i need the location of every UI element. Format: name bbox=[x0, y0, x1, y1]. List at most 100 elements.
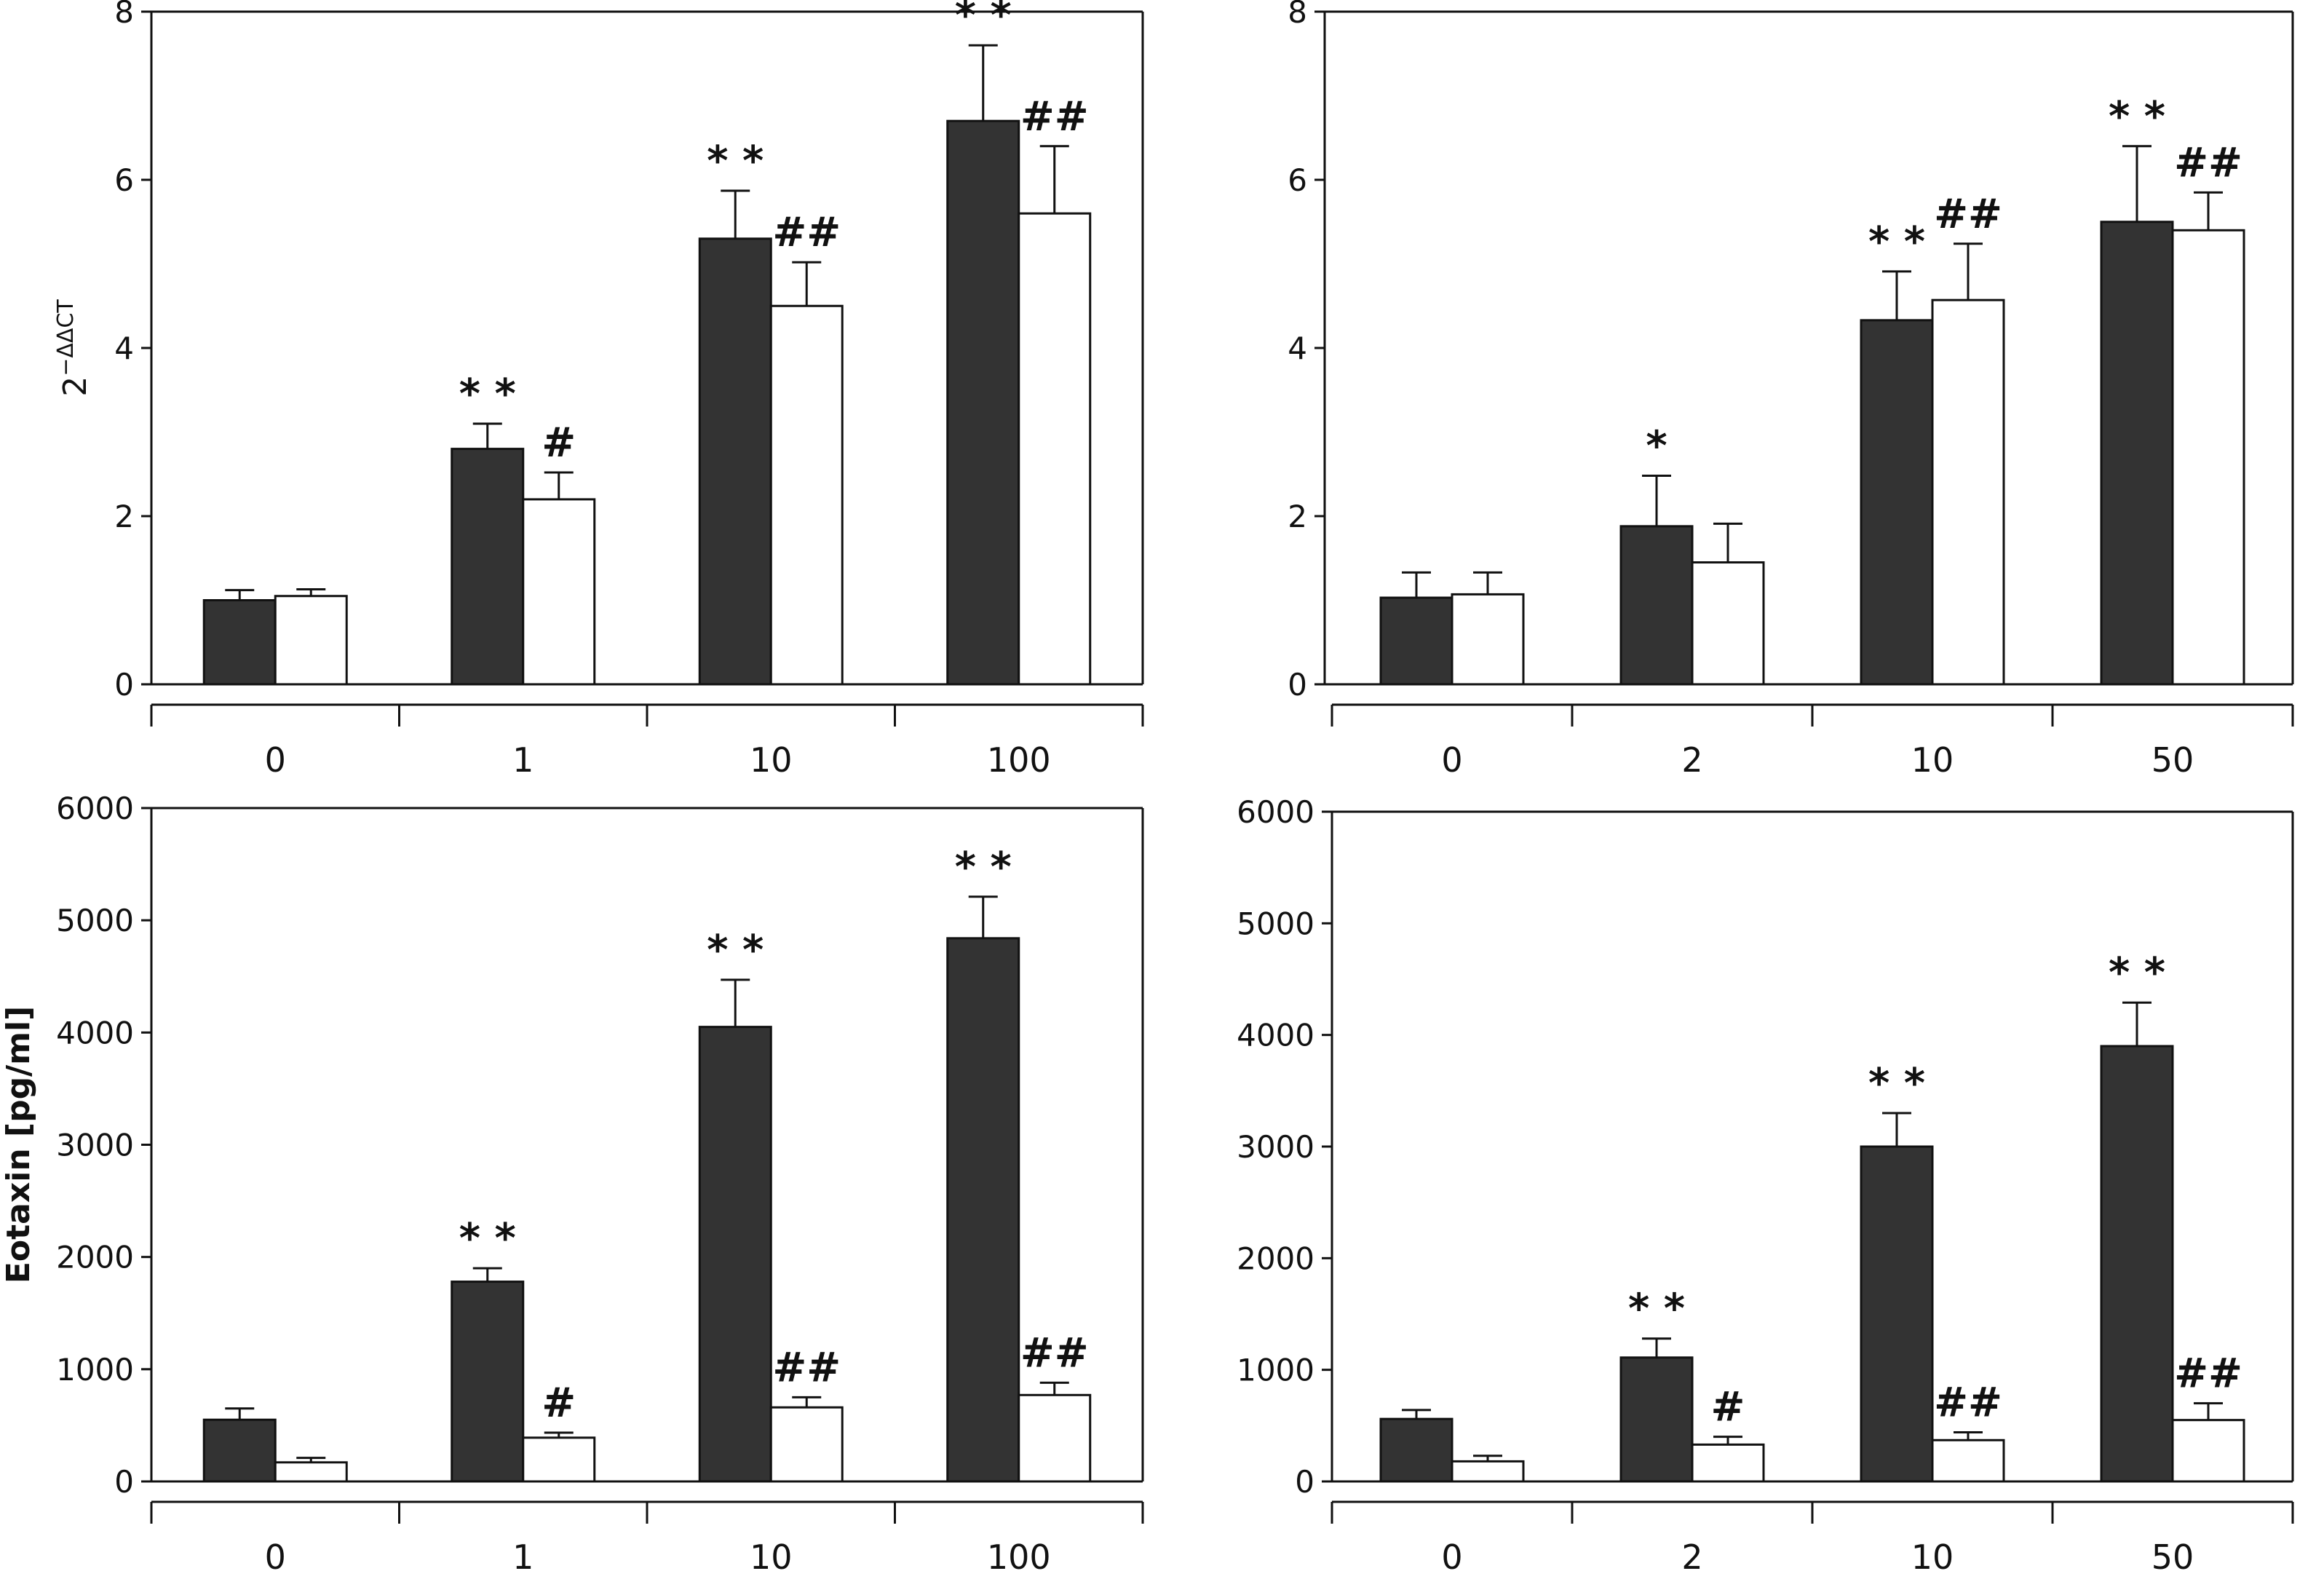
y-tick-label: 8 bbox=[1288, 0, 1307, 30]
bar-dark-10 bbox=[1860, 319, 1934, 686]
significance-marker: * bbox=[1646, 423, 1667, 470]
y-tick-label: 2 bbox=[114, 499, 134, 534]
x-category-label: 100 bbox=[987, 1537, 1051, 1577]
significance-marker: ## bbox=[1934, 191, 2002, 238]
x-category-label: 10 bbox=[750, 740, 793, 780]
significance-marker: ## bbox=[1020, 93, 1089, 141]
significance-marker: ## bbox=[1934, 1380, 2002, 1427]
x-category-label: 1 bbox=[512, 740, 534, 780]
y-tick-label: 6 bbox=[1288, 162, 1307, 198]
bar-light-0 bbox=[1451, 593, 1525, 686]
bar-light-100 bbox=[1018, 1393, 1092, 1483]
y-axis-label-base: Eotaxin [pg/ml] bbox=[0, 1006, 37, 1283]
bar-dark-100 bbox=[946, 119, 1020, 686]
x-category-label: 0 bbox=[1441, 740, 1462, 780]
bar-light-1 bbox=[522, 498, 596, 686]
y-tick-label: 4 bbox=[1288, 331, 1307, 366]
y-tick-label: 6000 bbox=[56, 791, 134, 826]
significance-marker: * * bbox=[459, 1215, 516, 1262]
bar-light-0 bbox=[1451, 1460, 1525, 1483]
x-category-label: 2 bbox=[1681, 1537, 1702, 1577]
significance-marker: ## bbox=[2174, 1350, 2242, 1398]
y-tick-label: 2000 bbox=[1237, 1240, 1314, 1276]
bar-light-0 bbox=[274, 1461, 348, 1483]
y-tick-label: 0 bbox=[1288, 667, 1307, 703]
y-axis-label-superscript: −ΔΔCT bbox=[53, 299, 79, 376]
y-tick-label: 3000 bbox=[1237, 1129, 1314, 1165]
significance-marker: # bbox=[542, 419, 576, 467]
significance-marker: * * bbox=[1868, 1060, 1925, 1107]
bar-light-10 bbox=[769, 1406, 844, 1483]
y-tick-label: 3000 bbox=[56, 1128, 134, 1163]
y-tick-label: 8 bbox=[114, 0, 134, 30]
bar-dark-1 bbox=[451, 448, 525, 686]
bar-dark-50 bbox=[2100, 221, 2174, 686]
significance-marker: ## bbox=[2174, 139, 2242, 186]
bar-light-0 bbox=[274, 595, 348, 686]
significance-marker: ## bbox=[1020, 1329, 1089, 1377]
x-category-label: 10 bbox=[1911, 1537, 1954, 1577]
significance-marker: * * bbox=[2109, 93, 2165, 141]
bar-dark-0 bbox=[1379, 596, 1454, 686]
y-tick-label: 5000 bbox=[56, 903, 134, 938]
bar-light-50 bbox=[2171, 229, 2245, 686]
y-tick-label: 0 bbox=[114, 667, 134, 703]
bar-dark-0 bbox=[1379, 1417, 1454, 1483]
y-tick-label: 4 bbox=[114, 331, 134, 366]
x-category-label: 0 bbox=[265, 1537, 286, 1577]
y-tick-label: 1000 bbox=[1237, 1353, 1314, 1388]
bar-dark-100 bbox=[946, 937, 1020, 1483]
x-category-label: 50 bbox=[2152, 740, 2194, 780]
significance-marker: * * bbox=[955, 0, 1012, 39]
y-tick-label: 1000 bbox=[56, 1352, 134, 1388]
significance-marker: * * bbox=[955, 844, 1012, 891]
significance-marker: * * bbox=[2109, 949, 2165, 997]
x-category-label: 0 bbox=[1441, 1537, 1462, 1577]
bar-dark-2 bbox=[1619, 525, 1694, 686]
bar-light-2 bbox=[1691, 1443, 1765, 1483]
significance-marker: * * bbox=[1868, 218, 1925, 266]
significance-marker: * * bbox=[1628, 1286, 1685, 1333]
bar-dark-10 bbox=[1860, 1145, 1934, 1483]
y-tick-label: 0 bbox=[1295, 1464, 1314, 1500]
bar-light-50 bbox=[2171, 1419, 2245, 1483]
x-category-label: 10 bbox=[750, 1537, 793, 1577]
bar-dark-10 bbox=[698, 1026, 772, 1483]
bar-dark-10 bbox=[698, 237, 772, 686]
significance-marker: * * bbox=[707, 927, 764, 974]
bar-light-1 bbox=[522, 1436, 596, 1483]
significance-marker: * * bbox=[707, 138, 764, 185]
bar-dark-1 bbox=[451, 1281, 525, 1483]
significance-marker: * * bbox=[459, 371, 516, 418]
bar-light-10 bbox=[769, 304, 844, 686]
x-category-label: 50 bbox=[2152, 1537, 2194, 1577]
y-axis-label: Eotaxin [pg/ml] bbox=[0, 1006, 37, 1283]
y-tick-label: 6 bbox=[114, 162, 134, 198]
x-category-label: 2 bbox=[1681, 740, 1702, 780]
x-category-label: 0 bbox=[265, 740, 286, 780]
y-tick-label: 2000 bbox=[56, 1240, 134, 1275]
y-axis-label: 2−ΔΔCT bbox=[53, 299, 94, 397]
x-category-label: 1 bbox=[512, 1537, 534, 1577]
bar-dark-50 bbox=[2100, 1045, 2174, 1483]
x-category-label: 10 bbox=[1911, 740, 1954, 780]
y-tick-label: 2 bbox=[1288, 499, 1307, 534]
bar-dark-0 bbox=[202, 599, 277, 686]
y-tick-label: 0 bbox=[114, 1464, 134, 1500]
significance-marker: # bbox=[1711, 1384, 1745, 1431]
bar-dark-2 bbox=[1619, 1356, 1694, 1483]
bar-dark-0 bbox=[202, 1418, 277, 1483]
y-tick-label: 4000 bbox=[56, 1015, 134, 1050]
bar-light-10 bbox=[1931, 1438, 2005, 1483]
y-tick-label: 6000 bbox=[1237, 794, 1314, 830]
bar-light-2 bbox=[1691, 561, 1765, 686]
significance-marker: ## bbox=[772, 1344, 841, 1391]
bar-light-10 bbox=[1931, 298, 2005, 686]
y-tick-label: 4000 bbox=[1237, 1018, 1314, 1053]
significance-marker: # bbox=[542, 1380, 576, 1427]
x-category-label: 100 bbox=[987, 740, 1051, 780]
y-axis-label-base: 2 bbox=[57, 376, 94, 397]
y-tick-label: 5000 bbox=[1237, 906, 1314, 941]
significance-marker: ## bbox=[772, 209, 841, 256]
